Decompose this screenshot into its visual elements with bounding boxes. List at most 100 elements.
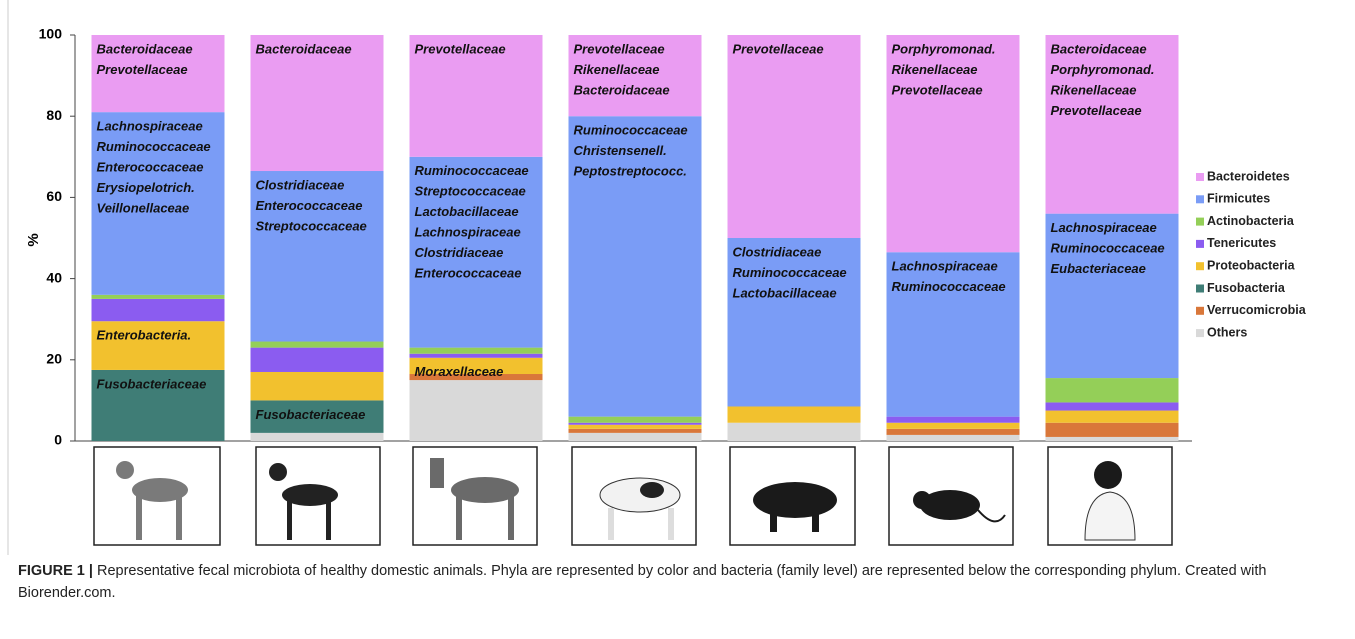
family-label: Enterococcaceae <box>97 160 204 175</box>
caption: FIGURE 1 | Representative fecal microbio… <box>18 560 1338 604</box>
family-label: Bacteroidaceae <box>97 41 193 56</box>
y-tick-label: 40 <box>46 269 62 285</box>
family-label: Prevotellaceae <box>415 41 506 56</box>
bar-segment <box>1046 214 1179 378</box>
bar-segment <box>569 116 702 416</box>
legend-label: Tenericutes <box>1207 236 1276 250</box>
family-label: Christensenell. <box>574 143 667 158</box>
family-label: Lachnospiraceae <box>892 259 998 274</box>
horse-icon <box>430 458 519 540</box>
pig-icon <box>753 482 837 532</box>
bar-segment <box>569 429 702 433</box>
y-axis-label: % <box>25 233 42 246</box>
family-label: Prevotellaceae <box>97 62 188 77</box>
legend-label: Actinobacteria <box>1207 214 1295 228</box>
y-tick-label: 60 <box>46 188 62 204</box>
family-label: Prevotellaceae <box>1051 103 1142 118</box>
bar-segment <box>251 372 384 400</box>
family-label: Ruminococcaceae <box>415 163 529 178</box>
bar-segment <box>251 342 384 348</box>
animal-icons <box>94 447 1172 545</box>
family-label: Ruminococcaceae <box>574 123 688 138</box>
bar-segment <box>887 429 1020 435</box>
mouse-icon <box>913 490 1005 521</box>
bar-segment <box>887 435 1020 441</box>
family-label: Ruminococcaceae <box>97 139 211 154</box>
legend-label: Verrucomicrobia <box>1207 303 1307 317</box>
bar-segment <box>1046 437 1179 441</box>
figure: % 0 20 40 60 80 100 Fusobacteriaceae Enterobact… <box>0 0 1355 639</box>
legend-swatch <box>1196 329 1204 337</box>
family-label: Peptostreptococc. <box>574 164 687 179</box>
family-label: Fusobacteriaceae <box>256 407 366 422</box>
cat-icon <box>269 463 338 540</box>
bar-segment <box>569 425 702 429</box>
bar-segment <box>1046 411 1179 423</box>
bar-segment <box>569 417 702 423</box>
legend-label: Bacteroidetes <box>1207 169 1290 183</box>
legend-label: Others <box>1207 325 1247 339</box>
bar-segment <box>410 380 543 441</box>
family-label: Bacteroidaceae <box>256 41 352 56</box>
legend-label: Proteobacteria <box>1207 258 1296 272</box>
bar-segment <box>887 423 1020 429</box>
legend-swatch <box>1196 218 1204 226</box>
family-label: Clostridiaceae <box>733 244 822 259</box>
bar-segment <box>887 417 1020 423</box>
family-label: Streptococcaceae <box>415 184 526 199</box>
bar-segment <box>569 433 702 441</box>
family-label: Lachnospiraceae <box>1051 220 1157 235</box>
family-label: Prevotellaceae <box>574 41 665 56</box>
family-label: Rikenellaceae <box>574 62 660 77</box>
y-tick-label: 100 <box>39 26 63 42</box>
family-label: Veillonellaceae <box>97 201 190 216</box>
y-tick-label: 80 <box>46 107 62 123</box>
family-label: Prevotellaceae <box>733 41 824 56</box>
family-label: Prevotellaceae <box>892 82 983 97</box>
bar-segment <box>1046 423 1179 437</box>
legend-swatch <box>1196 195 1204 203</box>
dog-icon <box>116 461 188 540</box>
legend-swatch <box>1196 173 1204 181</box>
legend-swatch <box>1196 240 1204 248</box>
bar-segment <box>728 423 861 441</box>
legend-label: Fusobacteria <box>1207 281 1286 295</box>
chart: % 0 20 40 60 80 100 Fusobacteriaceae Enterobact… <box>0 0 1355 555</box>
family-label: Lachnospiraceae <box>97 119 203 134</box>
family-label: Enterobacteria. <box>97 328 192 343</box>
family-label: Ruminococcaceae <box>892 279 1006 294</box>
family-label: Ruminococcaceae <box>733 265 847 280</box>
y-tick-label: 20 <box>46 351 62 367</box>
family-label: Bacteroidaceae <box>1051 41 1147 56</box>
family-label: Moraxellaceae <box>415 364 504 379</box>
bar-segment <box>251 433 384 441</box>
legend-label: Firmicutes <box>1207 192 1270 206</box>
bar-segment <box>569 423 702 425</box>
family-label: Lachnospiraceae <box>415 225 521 240</box>
bar-segment <box>728 406 861 422</box>
family-label: Eubacteriaceae <box>1051 261 1146 276</box>
y-tick-label: 0 <box>54 432 62 448</box>
bar-segment <box>1046 402 1179 410</box>
bar-segment <box>251 348 384 372</box>
legend-swatch <box>1196 307 1204 315</box>
family-label: Bacteroidaceae <box>574 82 670 97</box>
family-label: Enterococcaceae <box>256 198 363 213</box>
family-label: Rikenellaceae <box>892 62 978 77</box>
family-label: Porphyromonad. <box>1051 62 1155 77</box>
bar-segment <box>728 238 861 406</box>
family-label: Clostridiaceae <box>256 177 345 192</box>
family-label: Erysiopelotrich. <box>97 180 195 195</box>
human-icon <box>1085 461 1135 540</box>
caption-text: Representative fecal microbiota of healt… <box>18 563 1266 601</box>
caption-label: FIGURE 1 | <box>18 563 93 579</box>
legend-swatch <box>1196 285 1204 293</box>
family-label: Fusobacteriaceae <box>97 376 207 391</box>
bar-segment <box>728 35 861 238</box>
family-label: Porphyromonad. <box>892 41 996 56</box>
bar-segment <box>92 295 225 299</box>
bar-segment <box>1046 378 1179 402</box>
cow-icon <box>600 478 680 540</box>
bar-segment <box>410 354 543 358</box>
family-label: Lactobacillaceae <box>415 204 519 219</box>
